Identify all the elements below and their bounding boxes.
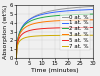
- 0 at. %: [52, 10, 54, 11]
- 1 at. %: [91, 9, 92, 10]
- 7 at. %: [62, 35, 63, 36]
- 7 at. %: [57, 35, 59, 36]
- 3 at. %: [57, 20, 59, 21]
- 7 at. %: [16, 57, 17, 58]
- 1 at. %: [79, 10, 80, 11]
- Line: 3 at. %: 3 at. %: [16, 20, 93, 58]
- 5 at. %: [79, 27, 80, 28]
- Line: 5 at. %: 5 at. %: [16, 27, 93, 58]
- 0 at. %: [57, 9, 59, 10]
- 3 at. %: [52, 21, 54, 22]
- 0 at. %: [91, 6, 92, 7]
- 3 at. %: [16, 57, 17, 58]
- 3 at. %: [91, 19, 92, 20]
- 0 at. %: [93, 6, 94, 7]
- 0 at. %: [62, 9, 63, 10]
- 1 at. %: [53, 12, 54, 13]
- 5 at. %: [91, 27, 92, 28]
- 7 at. %: [93, 35, 94, 36]
- 2 at. %: [57, 15, 59, 16]
- 0 at. %: [53, 10, 54, 11]
- 5 at. %: [62, 27, 63, 28]
- Line: 1 at. %: 1 at. %: [16, 10, 93, 58]
- Legend: 0 at. %, 1 at. %, 2 at. %, 3 at. %, 5 at. %, 7 at. %: 0 at. %, 1 at. %, 2 at. %, 3 at. %, 5 at…: [60, 13, 90, 50]
- 7 at. %: [52, 35, 54, 36]
- 1 at. %: [62, 11, 63, 12]
- 7 at. %: [79, 35, 80, 36]
- X-axis label: Time (minutes): Time (minutes): [31, 68, 79, 73]
- 3 at. %: [93, 19, 94, 20]
- 2 at. %: [91, 14, 92, 15]
- 2 at. %: [62, 15, 63, 16]
- Line: 7 at. %: 7 at. %: [16, 35, 93, 58]
- 1 at. %: [16, 57, 17, 58]
- 1 at. %: [57, 11, 59, 12]
- Line: 2 at. %: 2 at. %: [16, 14, 93, 58]
- 0 at. %: [79, 7, 80, 8]
- Line: 0 at. %: 0 at. %: [16, 6, 93, 58]
- 2 at. %: [79, 14, 80, 15]
- 3 at. %: [62, 20, 63, 21]
- Y-axis label: Absorption (wt%): Absorption (wt%): [4, 4, 8, 59]
- 5 at. %: [57, 27, 59, 28]
- 5 at. %: [93, 27, 94, 28]
- 1 at. %: [93, 9, 94, 10]
- 2 at. %: [93, 14, 94, 15]
- 1 at. %: [52, 12, 54, 13]
- 3 at. %: [79, 20, 80, 21]
- 2 at. %: [16, 57, 17, 58]
- 5 at. %: [16, 57, 17, 58]
- 0 at. %: [16, 57, 17, 58]
- 7 at. %: [91, 35, 92, 36]
- 7 at. %: [53, 35, 54, 36]
